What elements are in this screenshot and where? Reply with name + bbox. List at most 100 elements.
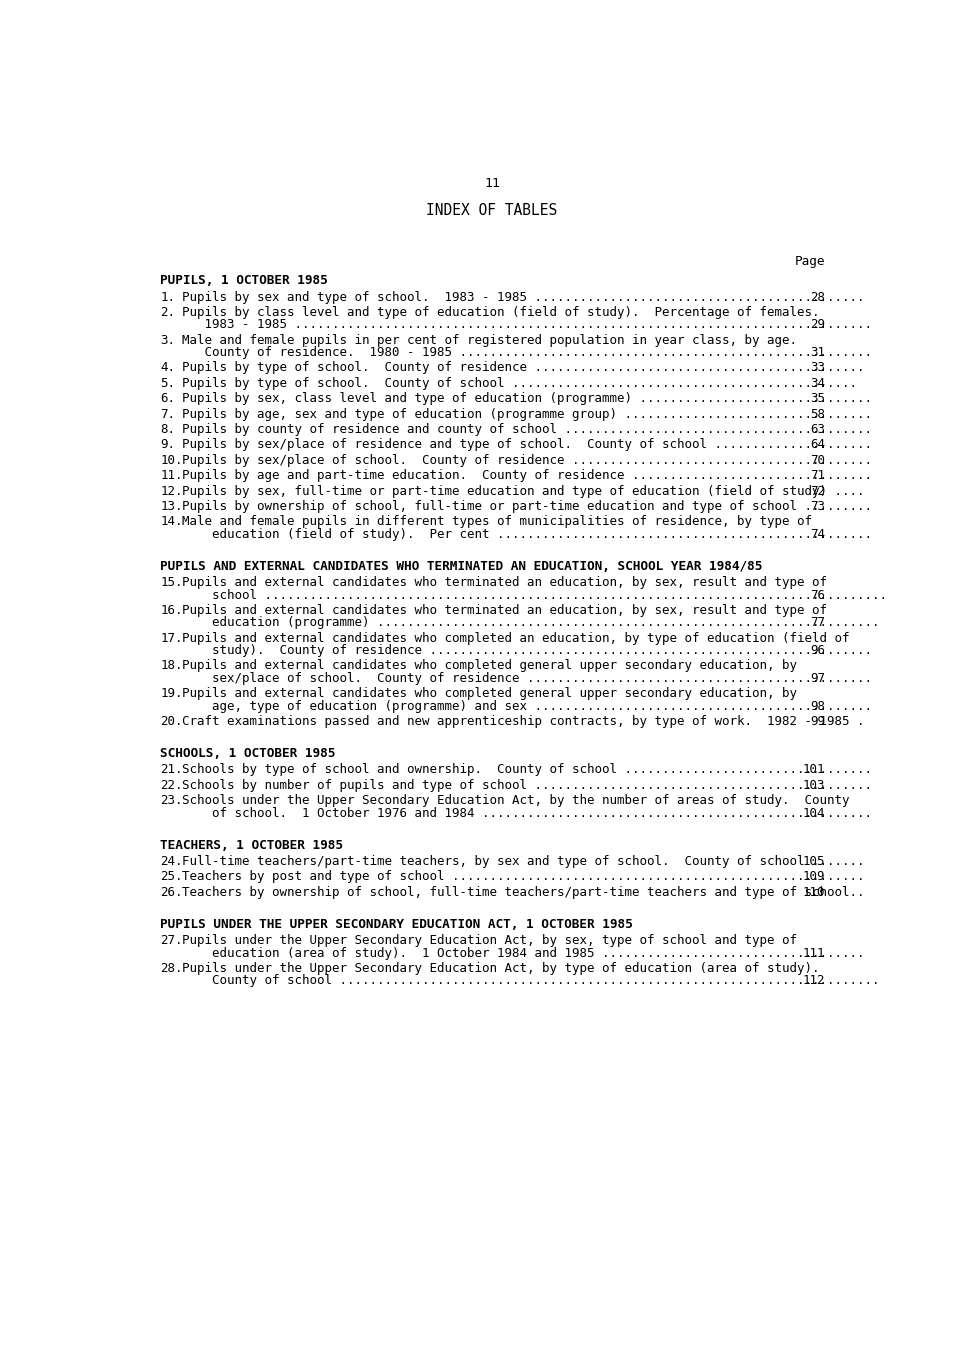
Text: Pupils by class level and type of education (field of study).  Percentage of fem: Pupils by class level and type of educat… <box>182 307 820 319</box>
Text: 34: 34 <box>810 377 826 389</box>
Text: Teachers by ownership of school, full-time teachers/part-time teachers and type : Teachers by ownership of school, full-ti… <box>182 886 865 898</box>
Text: 25.: 25. <box>160 870 182 883</box>
Text: Pupils and external candidates who completed general upper secondary education, : Pupils and external candidates who compl… <box>182 687 797 700</box>
Text: 105: 105 <box>803 855 826 868</box>
Text: County of school ...............................................................: County of school .......................… <box>182 974 879 988</box>
Text: Pupils by sex and type of school.  1983 - 1985 .................................: Pupils by sex and type of school. 1983 -… <box>182 290 865 304</box>
Text: 64: 64 <box>810 438 826 452</box>
Text: Pupils by sex/place of residence and type of school.  County of school .........: Pupils by sex/place of residence and typ… <box>182 438 872 452</box>
Text: TEACHERS, 1 OCTOBER 1985: TEACHERS, 1 OCTOBER 1985 <box>160 839 344 852</box>
Text: Craft examinations passed and new apprenticeship contracts, by type of work.  19: Craft examinations passed and new appren… <box>182 715 865 727</box>
Text: PUPILS, 1 OCTOBER 1985: PUPILS, 1 OCTOBER 1985 <box>160 274 328 288</box>
Text: 33: 33 <box>810 361 826 375</box>
Text: 5.: 5. <box>160 377 176 389</box>
Text: County of residence.  1980 - 1985 ..............................................: County of residence. 1980 - 1985 .......… <box>182 346 872 360</box>
Text: study).  County of residence ...................................................: study). County of residence ............… <box>182 645 872 657</box>
Text: 28.: 28. <box>160 962 182 976</box>
Text: 15.: 15. <box>160 577 182 589</box>
Text: 1.: 1. <box>160 290 176 304</box>
Text: 96: 96 <box>810 645 826 657</box>
Text: 24.: 24. <box>160 855 182 868</box>
Text: Schools under the Upper Secondary Education Act, by the number of areas of study: Schools under the Upper Secondary Educat… <box>182 794 850 807</box>
Text: 112: 112 <box>803 974 826 988</box>
Text: Pupils and external candidates who terminated an education, by sex, result and t: Pupils and external candidates who termi… <box>182 577 827 589</box>
Text: 3.: 3. <box>160 334 176 347</box>
Text: 71: 71 <box>810 470 826 482</box>
Text: 97: 97 <box>810 672 826 685</box>
Text: 29: 29 <box>810 319 826 331</box>
Text: Full-time teachers/part-time teachers, by sex and type of school.  County of sch: Full-time teachers/part-time teachers, b… <box>182 855 865 868</box>
Text: 23.: 23. <box>160 794 182 807</box>
Text: 99: 99 <box>810 715 826 727</box>
Text: 4.: 4. <box>160 361 176 375</box>
Text: Pupils by age, sex and type of education (programme group) .....................: Pupils by age, sex and type of education… <box>182 407 872 421</box>
Text: 11.: 11. <box>160 470 182 482</box>
Text: INDEX OF TABLES: INDEX OF TABLES <box>426 204 558 218</box>
Text: Pupils by age and part-time education.  County of residence ....................: Pupils by age and part-time education. C… <box>182 470 872 482</box>
Text: 72: 72 <box>810 484 826 498</box>
Text: Pupils and external candidates who completed general upper secondary education, : Pupils and external candidates who compl… <box>182 660 797 673</box>
Text: 74: 74 <box>810 528 826 541</box>
Text: 17.: 17. <box>160 632 182 645</box>
Text: PUPILS AND EXTERNAL CANDIDATES WHO TERMINATED AN EDUCATION, SCHOOL YEAR 1984/85: PUPILS AND EXTERNAL CANDIDATES WHO TERMI… <box>160 560 762 573</box>
Text: Pupils by ownership of school, full-time or part-time education and type of scho: Pupils by ownership of school, full-time… <box>182 501 872 513</box>
Text: 1983 - 1985 ....................................................................: 1983 - 1985 ............................… <box>182 319 872 331</box>
Text: 27.: 27. <box>160 935 182 947</box>
Text: education (field of study).  Per cent ..........................................: education (field of study). Per cent ...… <box>182 528 872 541</box>
Text: Page: Page <box>795 255 826 269</box>
Text: 63: 63 <box>810 423 826 436</box>
Text: 20.: 20. <box>160 715 182 727</box>
Text: 101: 101 <box>803 764 826 776</box>
Text: Pupils under the Upper Secondary Education Act, by sex, type of school and type : Pupils under the Upper Secondary Educati… <box>182 935 797 947</box>
Text: 70: 70 <box>810 453 826 467</box>
Text: 26.: 26. <box>160 886 182 898</box>
Text: sex/place of school.  County of residence ......................................: sex/place of school. County of residence… <box>182 672 872 685</box>
Text: 13.: 13. <box>160 501 182 513</box>
Text: 111: 111 <box>803 947 826 959</box>
Text: 76: 76 <box>810 589 826 601</box>
Text: education (programme) ..........................................................: education (programme) ..................… <box>182 616 879 630</box>
Text: Pupils by county of residence and county of school .............................: Pupils by county of residence and county… <box>182 423 872 436</box>
Text: 98: 98 <box>810 699 826 712</box>
Text: 19.: 19. <box>160 687 182 700</box>
Text: Pupils by sex, full-time or part-time education and type of education (field of : Pupils by sex, full-time or part-time ed… <box>182 484 865 498</box>
Text: 16.: 16. <box>160 604 182 617</box>
Text: 14.: 14. <box>160 516 182 528</box>
Text: 7.: 7. <box>160 407 176 421</box>
Text: 110: 110 <box>803 886 826 898</box>
Text: 18.: 18. <box>160 660 182 673</box>
Text: Pupils under the Upper Secondary Education Act, by type of education (area of st: Pupils under the Upper Secondary Educati… <box>182 962 820 976</box>
Text: PUPILS UNDER THE UPPER SECONDARY EDUCATION ACT, 1 OCTOBER 1985: PUPILS UNDER THE UPPER SECONDARY EDUCATI… <box>160 919 633 931</box>
Text: 35: 35 <box>810 392 826 406</box>
Text: 109: 109 <box>803 870 826 883</box>
Text: Pupils and external candidates who terminated an education, by sex, result and t: Pupils and external candidates who termi… <box>182 604 827 617</box>
Text: Pupils by type of school.  County of residence .................................: Pupils by type of school. County of resi… <box>182 361 865 375</box>
Text: 8.: 8. <box>160 423 176 436</box>
Text: Pupils by sex/place of school.  County of residence ............................: Pupils by sex/place of school. County of… <box>182 453 872 467</box>
Text: Pupils by type of school.  County of school ....................................: Pupils by type of school. County of scho… <box>182 377 857 389</box>
Text: school .........................................................................: school .................................… <box>182 589 887 601</box>
Text: 58: 58 <box>810 407 826 421</box>
Text: of school.  1 October 1976 and 1984 ............................................: of school. 1 October 1976 and 1984 .....… <box>182 806 872 820</box>
Text: age, type of education (programme) and sex .....................................: age, type of education (programme) and s… <box>182 699 872 712</box>
Text: 10.: 10. <box>160 453 182 467</box>
Text: Pupils and external candidates who completed an education, by type of education : Pupils and external candidates who compl… <box>182 632 850 645</box>
Text: 28: 28 <box>810 290 826 304</box>
Text: Male and female pupils in per cent of registered population in year class, by ag: Male and female pupils in per cent of re… <box>182 334 797 347</box>
Text: 11: 11 <box>484 176 500 190</box>
Text: education (area of study).  1 October 1984 and 1985 ............................: education (area of study). 1 October 198… <box>182 947 865 959</box>
Text: 104: 104 <box>803 806 826 820</box>
Text: SCHOOLS, 1 OCTOBER 1985: SCHOOLS, 1 OCTOBER 1985 <box>160 748 336 760</box>
Text: 22.: 22. <box>160 779 182 792</box>
Text: 2.: 2. <box>160 307 176 319</box>
Text: 9.: 9. <box>160 438 176 452</box>
Text: Teachers by post and type of school ............................................: Teachers by post and type of school ....… <box>182 870 865 883</box>
Text: 77: 77 <box>810 616 826 630</box>
Text: Male and female pupils in different types of municipalities of residence, by typ: Male and female pupils in different type… <box>182 516 812 528</box>
Text: Pupils by sex, class level and type of education (programme) ...................: Pupils by sex, class level and type of e… <box>182 392 872 406</box>
Text: Schools by type of school and ownership.  County of school .....................: Schools by type of school and ownership.… <box>182 764 872 776</box>
Text: 73: 73 <box>810 501 826 513</box>
Text: 21.: 21. <box>160 764 182 776</box>
Text: Schools by number of pupils and type of school .................................: Schools by number of pupils and type of … <box>182 779 872 792</box>
Text: 31: 31 <box>810 346 826 360</box>
